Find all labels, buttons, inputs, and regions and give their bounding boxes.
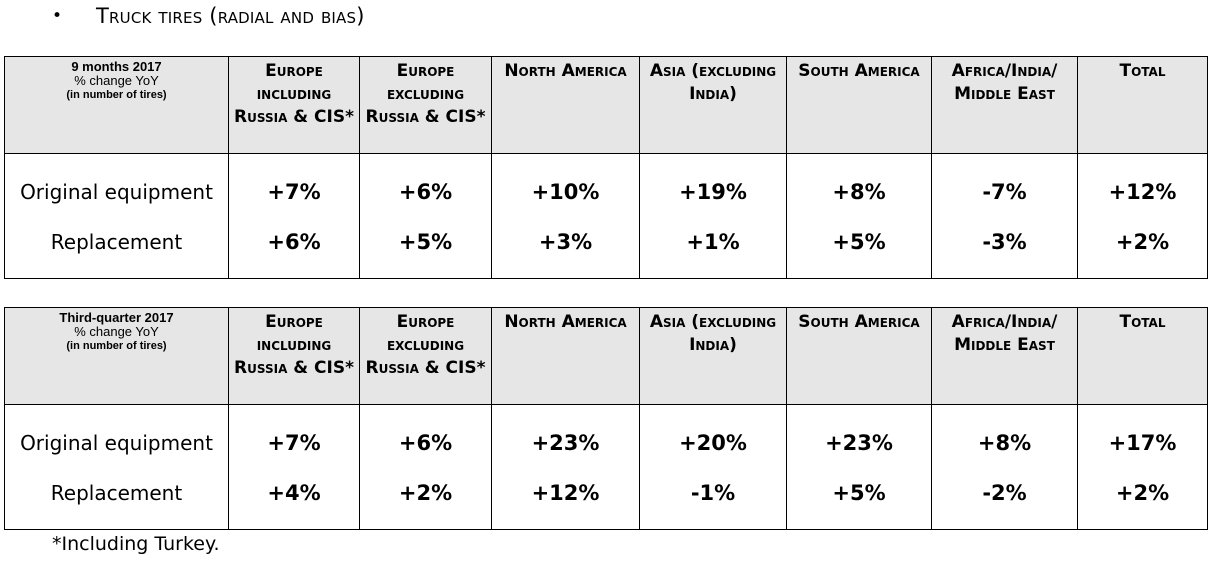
value-cell: +7% +4% bbox=[228, 404, 360, 530]
value-cell: +8% +5% bbox=[786, 153, 932, 279]
value: +8% bbox=[832, 180, 886, 204]
region-header: North America bbox=[491, 307, 640, 405]
table-caption: 9 months 2017 % change YoY (in number of… bbox=[4, 56, 229, 154]
value-cell: +8% -2% bbox=[931, 404, 1078, 530]
value: +8% bbox=[977, 431, 1032, 455]
value: +1% bbox=[686, 230, 740, 254]
region-header: Europe including Russia & CIS* bbox=[228, 307, 360, 405]
region-header: Europe excluding Russia & CIS* bbox=[359, 56, 492, 154]
period-label: 9 months 2017 bbox=[71, 59, 162, 74]
value: +10% bbox=[531, 180, 600, 204]
value: +7% bbox=[267, 431, 321, 455]
value: +6% bbox=[398, 431, 453, 455]
region-header: South America bbox=[786, 307, 932, 405]
value: +19% bbox=[679, 180, 747, 204]
row-label: Replacement bbox=[50, 481, 183, 505]
value: +6% bbox=[398, 180, 453, 204]
data-row: Original equipment Replacement +7% +4% +… bbox=[4, 404, 1208, 530]
metric-label: % change YoY bbox=[74, 324, 159, 339]
period-label: Third-quarter 2017 bbox=[59, 310, 174, 325]
region-header: Total bbox=[1077, 307, 1208, 405]
value: +4% bbox=[267, 481, 321, 505]
value: +23% bbox=[825, 431, 893, 455]
value: +2% bbox=[1115, 230, 1170, 254]
region-header: Africa/India/ Middle East bbox=[931, 307, 1078, 405]
value: +5% bbox=[832, 481, 886, 505]
value: +5% bbox=[832, 230, 886, 254]
header-row: 9 months 2017 % change YoY (in number of… bbox=[4, 56, 1208, 154]
value-cell: -7% -3% bbox=[931, 153, 1078, 279]
section-heading: • Truck tires (radial and bias) bbox=[52, 2, 365, 30]
value: -1% bbox=[690, 481, 736, 505]
table-caption: Third-quarter 2017 % change YoY (in numb… bbox=[4, 307, 229, 405]
value: -3% bbox=[982, 230, 1027, 254]
value-cell: +12% +2% bbox=[1077, 153, 1208, 279]
heading-text: Truck tires (radial and bias) bbox=[96, 4, 365, 28]
value: +3% bbox=[538, 230, 593, 254]
row-label: Replacement bbox=[50, 230, 183, 254]
value-cell: +23% +12% bbox=[491, 404, 640, 530]
value: +7% bbox=[267, 180, 321, 204]
region-header: Asia (excluding India) bbox=[639, 307, 787, 405]
metric-label: % change YoY bbox=[74, 73, 159, 88]
region-header: Total bbox=[1077, 56, 1208, 154]
region-header: South America bbox=[786, 56, 932, 154]
data-row: Original equipment Replacement +7% +6% +… bbox=[4, 153, 1208, 279]
region-header: Europe excluding Russia & CIS* bbox=[359, 307, 492, 405]
unit-label: (in number of tires) bbox=[66, 89, 167, 101]
row-labels-cell: Original equipment Replacement bbox=[4, 153, 229, 279]
value: +2% bbox=[398, 481, 453, 505]
row-label: Original equipment bbox=[20, 431, 213, 455]
market-table-third-quarter: Third-quarter 2017 % change YoY (in numb… bbox=[4, 307, 1208, 530]
row-labels-cell: Original equipment Replacement bbox=[4, 404, 229, 530]
value: +20% bbox=[679, 431, 747, 455]
region-header: North America bbox=[491, 56, 640, 154]
value: +6% bbox=[267, 230, 321, 254]
unit-label: (in number of tires) bbox=[66, 340, 167, 352]
value-cell: +6% +2% bbox=[359, 404, 492, 530]
value: +12% bbox=[531, 481, 600, 505]
header-row: Third-quarter 2017 % change YoY (in numb… bbox=[4, 307, 1208, 405]
value-cell: +6% +5% bbox=[359, 153, 492, 279]
region-header: Europe including Russia & CIS* bbox=[228, 56, 360, 154]
value: +2% bbox=[1115, 481, 1170, 505]
value: -2% bbox=[982, 481, 1027, 505]
value: +12% bbox=[1108, 180, 1177, 204]
region-header: Africa/India/ Middle East bbox=[931, 56, 1078, 154]
value-cell: +19% +1% bbox=[639, 153, 787, 279]
value-cell: +10% +3% bbox=[491, 153, 640, 279]
value-cell: +23% +5% bbox=[786, 404, 932, 530]
market-table-9-months: 9 months 2017 % change YoY (in number of… bbox=[4, 56, 1208, 279]
value: +5% bbox=[398, 230, 453, 254]
region-header: Asia (excluding India) bbox=[639, 56, 787, 154]
value-cell: +17% +2% bbox=[1077, 404, 1208, 530]
value-cell: +7% +6% bbox=[228, 153, 360, 279]
value: +23% bbox=[531, 431, 600, 455]
value: +17% bbox=[1108, 431, 1177, 455]
footnote: *Including Turkey. bbox=[52, 533, 220, 555]
row-label: Original equipment bbox=[20, 180, 213, 204]
value: -7% bbox=[982, 180, 1027, 204]
bullet-icon: • bbox=[52, 6, 63, 26]
value-cell: +20% -1% bbox=[639, 404, 787, 530]
